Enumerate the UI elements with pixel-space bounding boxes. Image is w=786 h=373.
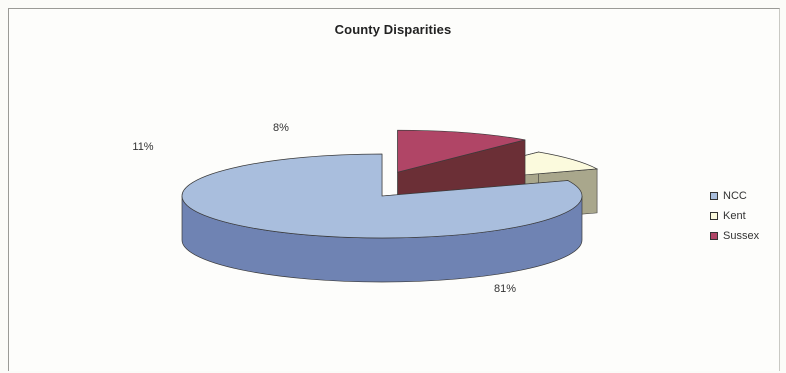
legend-swatch-kent [710, 212, 718, 220]
legend-swatch-sussex [710, 232, 718, 240]
legend-label-sussex: Sussex [723, 230, 760, 242]
legend-item-sussex: Sussex [710, 226, 759, 246]
chart-frame [8, 8, 780, 371]
data-label-ncc: 81% [494, 283, 516, 295]
legend-swatch-ncc [710, 192, 718, 200]
data-label-sussex: 11% [132, 141, 153, 153]
legend-label-ncc: NCC [723, 190, 747, 202]
legend-item-kent: Kent [710, 206, 759, 226]
legend-item-ncc: NCC [710, 186, 759, 206]
pie-slice-ncc [181, 153, 583, 283]
chart-title: County Disparities [334, 22, 452, 37]
legend-label-kent: Kent [723, 210, 746, 222]
chart-legend: NCC Kent Sussex [710, 186, 759, 246]
data-label-kent: 8% [273, 122, 289, 134]
